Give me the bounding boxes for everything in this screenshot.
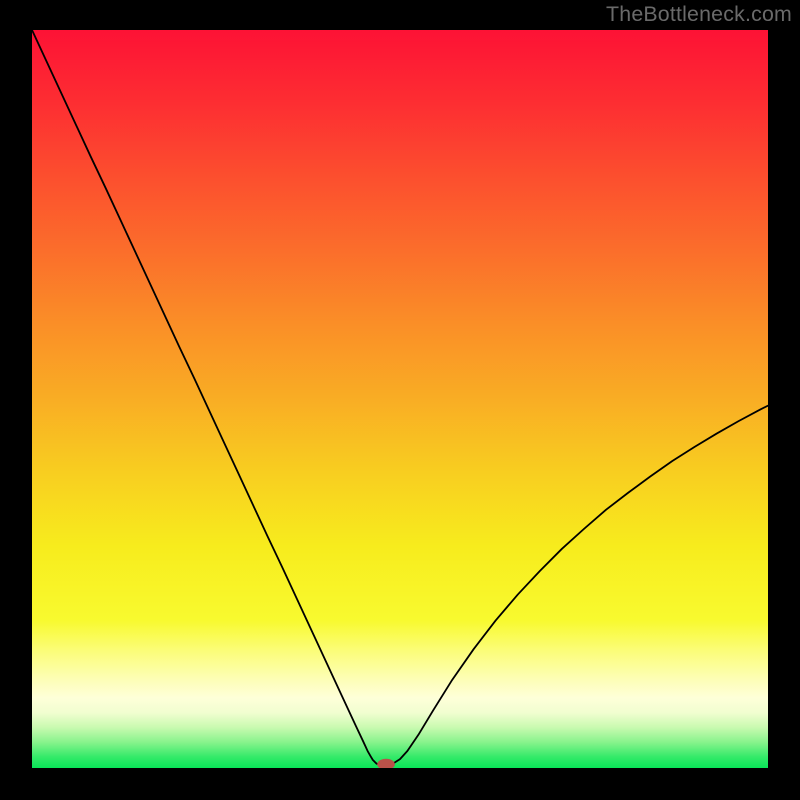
chart-frame: TheBottleneck.com xyxy=(0,0,800,800)
watermark-text: TheBottleneck.com xyxy=(606,2,792,27)
chart-background xyxy=(32,30,768,768)
bottleneck-chart xyxy=(32,30,768,768)
